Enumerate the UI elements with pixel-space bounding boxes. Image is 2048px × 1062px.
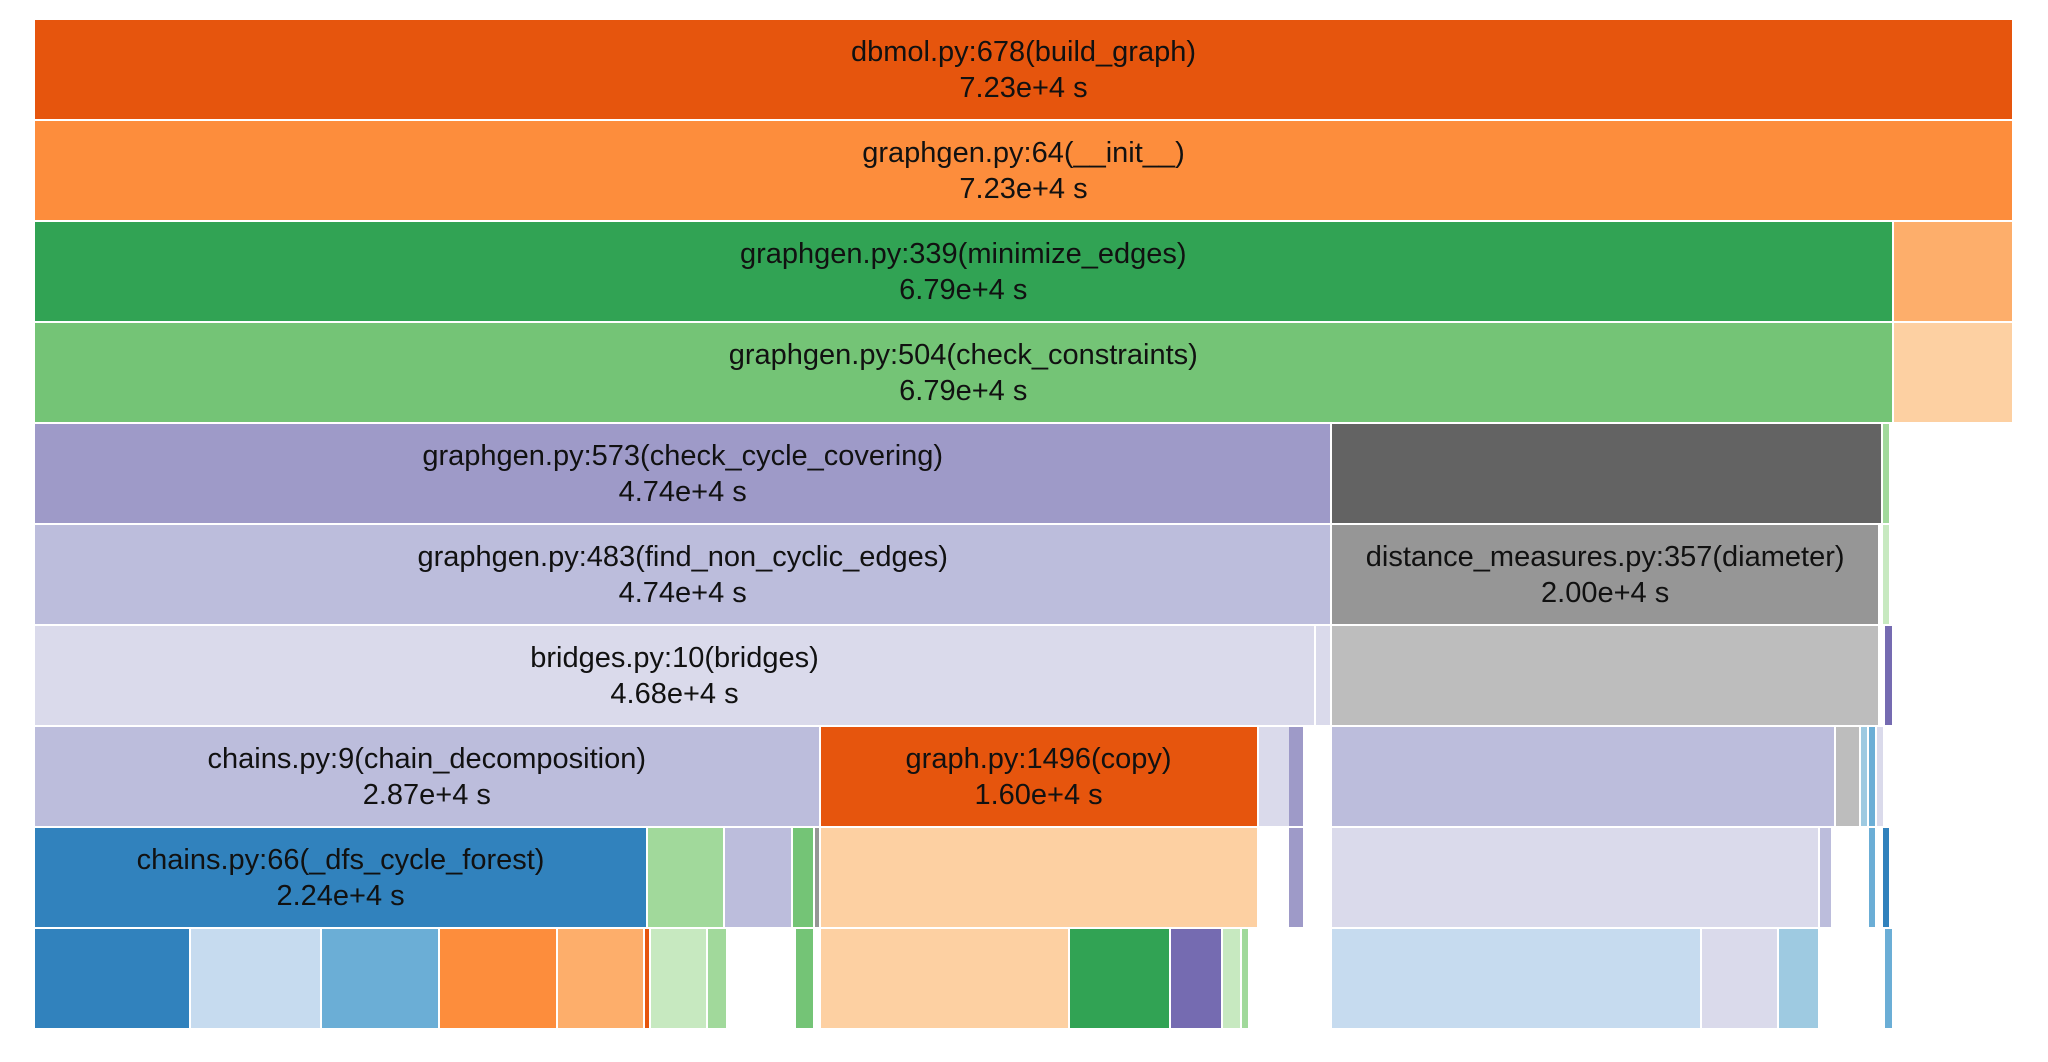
frame-l8_green[interactable] (648, 828, 725, 929)
frame-check_cycle_covering[interactable]: graphgen.py:573(check_cycle_covering) 4.7… (35, 424, 1333, 525)
frame-cd_sub2[interactable] (1836, 727, 1861, 828)
frame-time: 4.74e+4 s (618, 576, 747, 609)
frame-minimize_edges[interactable]: graphgen.py:339(minimize_edges) 6.79e+4 s (35, 222, 1894, 323)
frame-build_graph[interactable]: dbmol.py:678(build_graph) 7.23e+4 s (35, 20, 2014, 121)
frame-l9_a[interactable] (35, 929, 192, 1030)
frame-l9_i[interactable] (795, 929, 816, 1030)
frame-l9_p[interactable] (1701, 929, 1779, 1030)
frame-l9_j[interactable] (820, 929, 1070, 1030)
frame-l8_grey[interactable] (815, 828, 821, 929)
frame-l8_lav3[interactable] (1819, 828, 1834, 929)
frame-cd_sub1[interactable] (1332, 727, 1837, 828)
frame-time: 7.23e+4 s (959, 172, 1088, 205)
frame-br_purple[interactable] (1885, 626, 1894, 727)
frame-l9_l[interactable] (1170, 929, 1223, 1030)
frame-cd_sub4[interactable] (1868, 727, 1878, 828)
frame-init_other[interactable] (1893, 222, 2014, 323)
frame-label: graphgen.py:483(find_non_cyclic_edges) 4.… (35, 539, 1330, 611)
frame-name: graphgen.py:64(__init__) (862, 136, 1185, 169)
frame-name: graphgen.py:504(check_constraints) (728, 338, 1198, 371)
frame-name: bridges.py:10(bridges) (530, 641, 819, 674)
frame-dfs_cycle_forest[interactable]: chains.py:66(_dfs_cycle_forest) 2.24e+4 s (35, 828, 649, 929)
frame-label: graphgen.py:339(minimize_edges) 6.79e+4 s (35, 236, 1892, 308)
frame-time: 4.68e+4 s (610, 677, 739, 710)
frame-cd_sub5[interactable] (1877, 727, 1886, 828)
frame-time: 7.23e+4 s (959, 71, 1088, 104)
frame-init_other2[interactable] (1893, 323, 2014, 424)
frame-fnc_tiny[interactable] (1882, 525, 1891, 626)
frame-l9_r[interactable] (1885, 929, 1894, 1030)
frame-name: graph.py:1496(copy) (905, 742, 1172, 775)
frame-copy[interactable]: graph.py:1496(copy) 1.60e+4 s (820, 727, 1259, 828)
frame-time: 6.79e+4 s (899, 273, 1028, 306)
frame-graphgen_init[interactable]: graphgen.py:64(__init__) 7.23e+4 s (35, 121, 2014, 222)
frame-name: chains.py:66(_dfs_cycle_forest) (136, 843, 545, 876)
frame-name: dbmol.py:678(build_graph) (851, 35, 1196, 68)
frame-cd_small2[interactable] (1288, 727, 1306, 828)
frame-l8_blue2[interactable] (1882, 828, 1891, 929)
frame-label: chains.py:9(chain_decomposition) 2.87e+4 … (35, 741, 819, 813)
frame-bridges[interactable]: bridges.py:10(bridges) 4.68e+4 s (35, 626, 1316, 727)
frame-l9_m[interactable] (1222, 929, 1243, 1030)
frame-l9_f[interactable] (645, 929, 651, 1030)
frame-time: 4.74e+4 s (618, 475, 747, 508)
frame-name: chains.py:9(chain_decomposition) (207, 742, 647, 775)
frame-label: graphgen.py:64(__init__) 7.23e+4 s (35, 135, 2012, 207)
frame-dark_block[interactable] (1332, 424, 1883, 525)
frame-time: 2.24e+4 s (276, 879, 405, 912)
frame-l9_h[interactable] (708, 929, 728, 1030)
frame-diameter[interactable]: distance_measures.py:357(diameter) 2.00e+… (1332, 525, 1880, 626)
frame-time: 2.00e+4 s (1541, 576, 1670, 609)
frame-l9_k[interactable] (1069, 929, 1171, 1030)
frame-label: distance_measures.py:357(diameter) 2.00e+… (1332, 539, 1877, 611)
frame-grey_block[interactable] (1332, 626, 1880, 727)
frame-l8_lav[interactable] (724, 828, 794, 929)
frame-find_non_cyclic_edges[interactable]: graphgen.py:483(find_non_cyclic_edges) 4.… (35, 525, 1333, 626)
frame-label: dbmol.py:678(build_graph) 7.23e+4 s (35, 34, 2012, 106)
frame-time: 6.79e+4 s (899, 374, 1028, 407)
frame-label: graphgen.py:504(check_constraints) 6.79e+… (35, 337, 1892, 409)
frame-l9_e[interactable] (557, 929, 646, 1030)
frame-l8_lav2[interactable] (1332, 828, 1820, 929)
frame-label: graph.py:1496(copy) 1.60e+4 s (821, 741, 1257, 813)
frame-time: 2.87e+4 s (362, 778, 491, 811)
frame-l9_b[interactable] (191, 929, 323, 1030)
frame-l9_g[interactable] (650, 929, 709, 1030)
frame-label: graphgen.py:573(check_cycle_covering) 4.7… (35, 438, 1330, 510)
frame-l8_peach[interactable] (820, 828, 1259, 929)
frame-l9_n[interactable] (1242, 929, 1251, 1030)
frame-l8_green2[interactable] (793, 828, 816, 929)
frame-name: distance_measures.py:357(diameter) (1365, 540, 1845, 573)
frame-label: bridges.py:10(bridges) 4.68e+4 s (35, 640, 1314, 712)
frame-l9_c[interactable] (322, 929, 441, 1030)
frame-cd_sub3[interactable] (1860, 727, 1869, 828)
frame-time: 1.60e+4 s (974, 778, 1103, 811)
frame-name: graphgen.py:339(minimize_edges) (740, 237, 1187, 270)
frame-l9_q[interactable] (1778, 929, 1820, 1030)
frame-chain_decomposition[interactable]: chains.py:9(chain_decomposition) 2.87e+4 … (35, 727, 821, 828)
frame-check_constraints[interactable]: graphgen.py:504(check_constraints) 6.79e+… (35, 323, 1894, 424)
frame-l8_blue[interactable] (1868, 828, 1878, 929)
frame-l8_purp[interactable] (1288, 828, 1306, 929)
frame-l9_d[interactable] (440, 929, 558, 1030)
frame-name: graphgen.py:483(find_non_cyclic_edges) (417, 540, 948, 573)
frame-label: chains.py:66(_dfs_cycle_forest) 2.24e+4 s (35, 842, 646, 914)
frame-name: graphgen.py:573(check_cycle_covering) (422, 439, 944, 472)
frame-cc_tiny[interactable] (1882, 424, 1891, 525)
frame-br_small[interactable] (1316, 626, 1333, 727)
frame-l9_o[interactable] (1332, 929, 1702, 1030)
